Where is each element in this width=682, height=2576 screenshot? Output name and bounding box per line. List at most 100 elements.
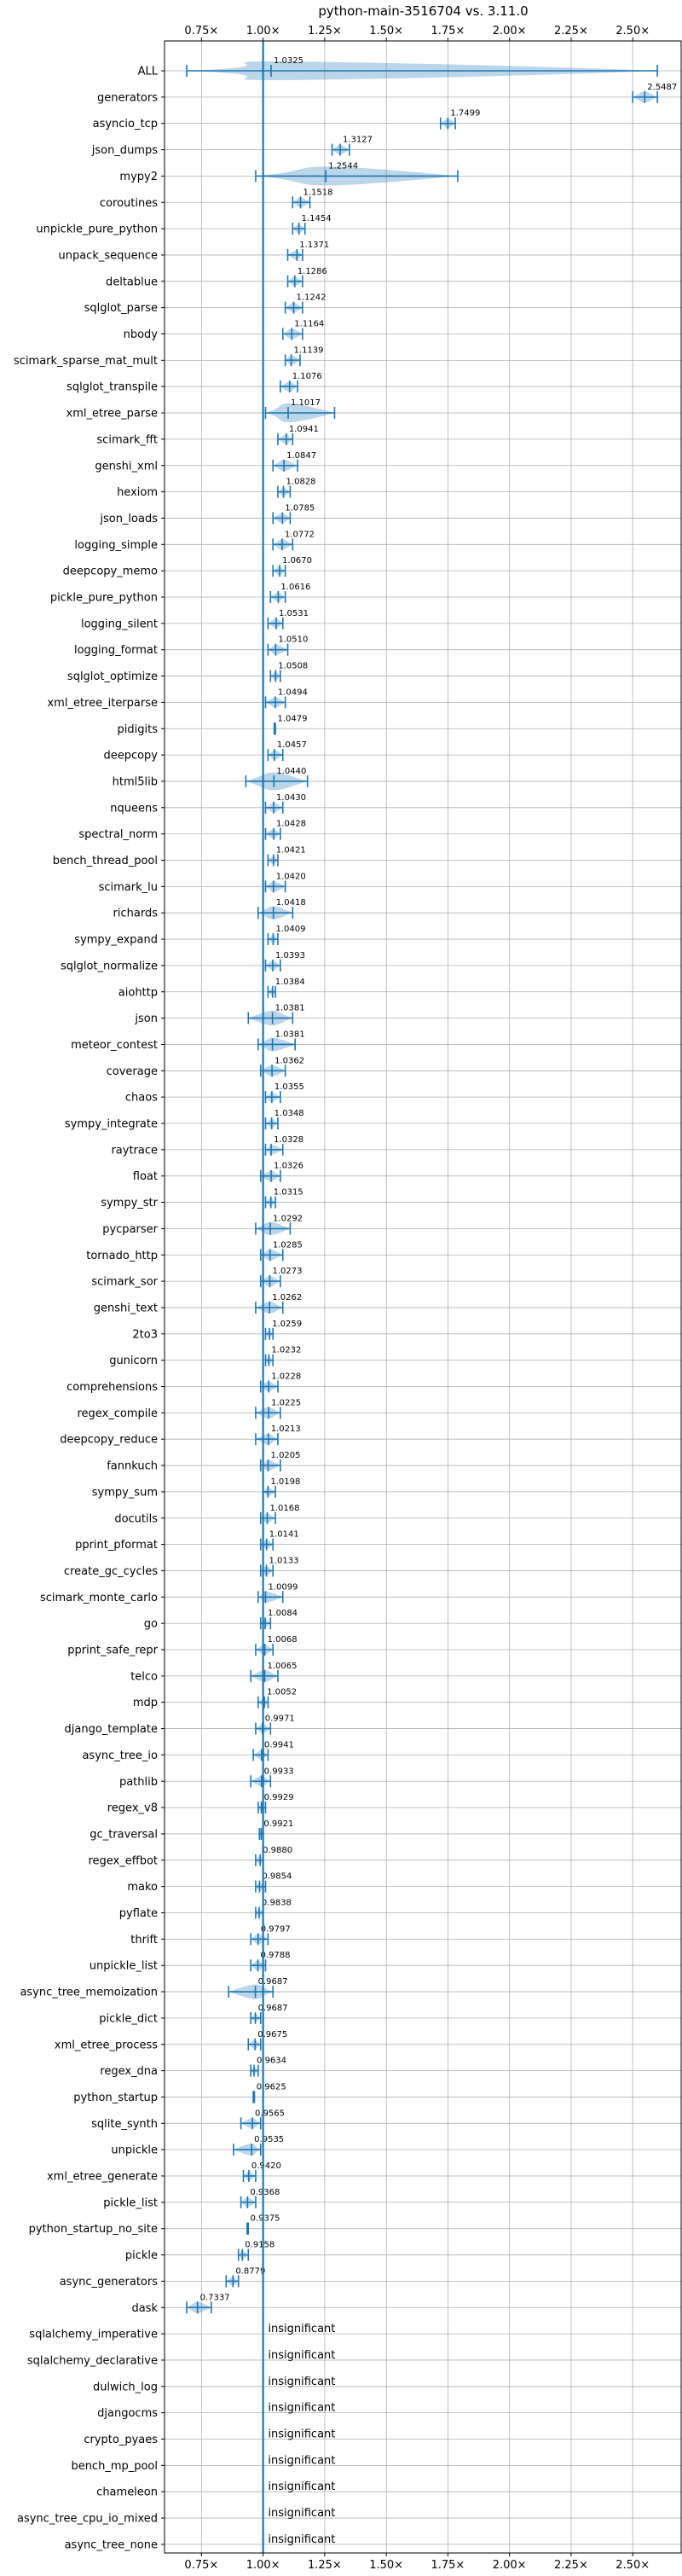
insignificant-label: insignificant — [268, 2376, 335, 2388]
x-tick-label-bottom: 0.75× — [184, 2559, 218, 2572]
benchmark-label: gunicorn — [109, 1355, 158, 1367]
benchmark-label: pickle_list — [103, 2196, 158, 2209]
value-label: 1.0285 — [273, 1240, 303, 1250]
benchmark-label: deepcopy_memo — [63, 566, 158, 578]
value-label: 1.0141 — [269, 1530, 299, 1540]
benchmark-label: bench_thread_pool — [53, 855, 158, 867]
benchmark-label: pyflate — [119, 1907, 158, 1920]
value-label: 1.0409 — [275, 925, 305, 934]
value-label: 1.1242 — [297, 293, 327, 303]
value-label: 1.0494 — [278, 688, 308, 697]
insignificant-label: insignificant — [268, 2533, 335, 2546]
value-label: 1.0828 — [286, 478, 316, 487]
benchmark-label: tornado_http — [86, 1250, 158, 1262]
benchmark-label: ALL — [138, 66, 159, 78]
benchmark-label: coroutines — [100, 197, 158, 210]
benchmark-label: mdp — [133, 1697, 158, 1709]
value-label: 0.9565 — [255, 2109, 285, 2118]
value-label: 1.1371 — [299, 241, 329, 250]
benchmark-label: pathlib — [119, 1776, 158, 1789]
value-label: 1.1518 — [303, 188, 332, 197]
value-label: 1.0084 — [268, 1609, 298, 1618]
benchmark-label: comprehensions — [66, 1381, 158, 1394]
value-label: 1.0225 — [271, 1398, 301, 1407]
value-label: 0.9375 — [251, 2214, 280, 2224]
value-label: 0.9788 — [260, 1951, 290, 1960]
benchmark-label: scimark_monte_carlo — [40, 1592, 158, 1604]
benchmark-label: regex_compile — [77, 1407, 158, 1420]
benchmark-label: dask — [131, 2302, 158, 2315]
value-label: 1.0384 — [275, 978, 305, 987]
value-label: 1.1454 — [302, 214, 332, 223]
value-label: 1.0381 — [275, 1004, 305, 1013]
benchmark-label: fannkuch — [107, 1460, 158, 1473]
insignificant-label: insignificant — [268, 2323, 335, 2335]
value-label: 1.0510 — [278, 635, 308, 645]
benchmark-label: pickle — [125, 2249, 158, 2262]
benchmark-label: logging_simple — [74, 539, 158, 552]
x-tick-label-top: 2.25× — [554, 25, 588, 38]
chart-title: python-main-3516704 vs. 3.11.0 — [318, 3, 528, 19]
value-label: 1.0421 — [276, 846, 306, 856]
value-label: 0.9634 — [257, 2057, 286, 2066]
value-label: 1.0616 — [280, 583, 310, 592]
value-label: 1.1164 — [294, 320, 324, 329]
benchmark-label: regex_dna — [100, 2065, 158, 2078]
benchmark-label: django_template — [65, 1723, 158, 1736]
benchmark-label: thrift — [130, 1934, 158, 1947]
benchmark-label: bench_mp_pool — [71, 2460, 158, 2473]
benchmark-label: mypy2 — [119, 171, 158, 183]
benchmark-label: xml_etree_process — [55, 2039, 158, 2051]
value-label: 1.7499 — [450, 109, 480, 119]
benchmark-label: nqueens — [110, 802, 158, 815]
value-label: 0.9941 — [264, 1740, 294, 1749]
insignificant-label: insignificant — [268, 2428, 335, 2441]
grid-lines — [165, 41, 682, 2553]
benchmark-label: sqlglot_transpile — [66, 381, 158, 394]
value-label: 0.8779 — [235, 2266, 265, 2276]
benchmark-label: async_tree_io — [82, 1749, 158, 1762]
value-label: 1.0232 — [271, 1346, 301, 1355]
value-label: 0.9838 — [262, 1899, 292, 1908]
benchmark-label: coverage — [107, 1065, 158, 1078]
benchmark-label: pycparser — [102, 1223, 158, 1236]
benchmark-label: raytrace — [111, 1144, 158, 1157]
value-label: 1.0168 — [269, 1504, 299, 1513]
value-label: 1.0328 — [274, 1135, 303, 1145]
benchmark-label: pidigits — [118, 723, 159, 736]
value-label: 2.5487 — [647, 83, 677, 92]
x-tick-label-top: 2.50× — [616, 25, 650, 38]
value-label: 1.0941 — [289, 425, 319, 434]
value-label: 1.0259 — [272, 1320, 302, 1329]
value-label: 0.9368 — [250, 2188, 280, 2197]
benchmark-label: regex_v8 — [107, 1802, 158, 1815]
value-label: 1.0228 — [271, 1372, 301, 1382]
benchmark-label: genshi_xml — [95, 460, 158, 473]
value-label: 0.9880 — [263, 1846, 292, 1855]
benchmark-label: chameleon — [96, 2486, 158, 2499]
benchmark-label: go — [144, 1618, 158, 1631]
benchmark-label: html5lib — [113, 775, 158, 788]
x-tick-label-top: 1.25× — [308, 25, 342, 38]
benchmark-label: unpickle_list — [90, 1960, 158, 1973]
benchmark-label: chaos — [125, 1092, 158, 1105]
benchmark-label: scimark_fft — [96, 433, 158, 446]
benchmark-label: sqlglot_optimize — [67, 670, 158, 683]
benchmark-label: sqlalchemy_declarative — [27, 2354, 158, 2367]
value-label: 1.0326 — [274, 1162, 303, 1171]
value-label: 1.0362 — [275, 1056, 304, 1065]
benchmark-label: sqlglot_parse — [84, 302, 158, 315]
value-label: 1.0355 — [275, 1082, 304, 1092]
x-tick-label-bottom: 1.50× — [369, 2559, 403, 2572]
value-label: 1.0213 — [271, 1424, 301, 1434]
benchmark-label: meteor_contest — [71, 1039, 158, 1052]
value-label: 1.0273 — [273, 1267, 303, 1276]
benchmark-label: sympy_sum — [92, 1486, 158, 1499]
benchmark-label: unpack_sequence — [58, 249, 158, 262]
benchmark-label: dulwich_log — [93, 2381, 158, 2393]
x-tick-label-bottom: 2.00× — [493, 2559, 527, 2572]
value-label: 1.1286 — [298, 267, 327, 276]
benchmark-label: aiohttp — [118, 986, 158, 999]
value-label: 1.0393 — [275, 951, 305, 960]
